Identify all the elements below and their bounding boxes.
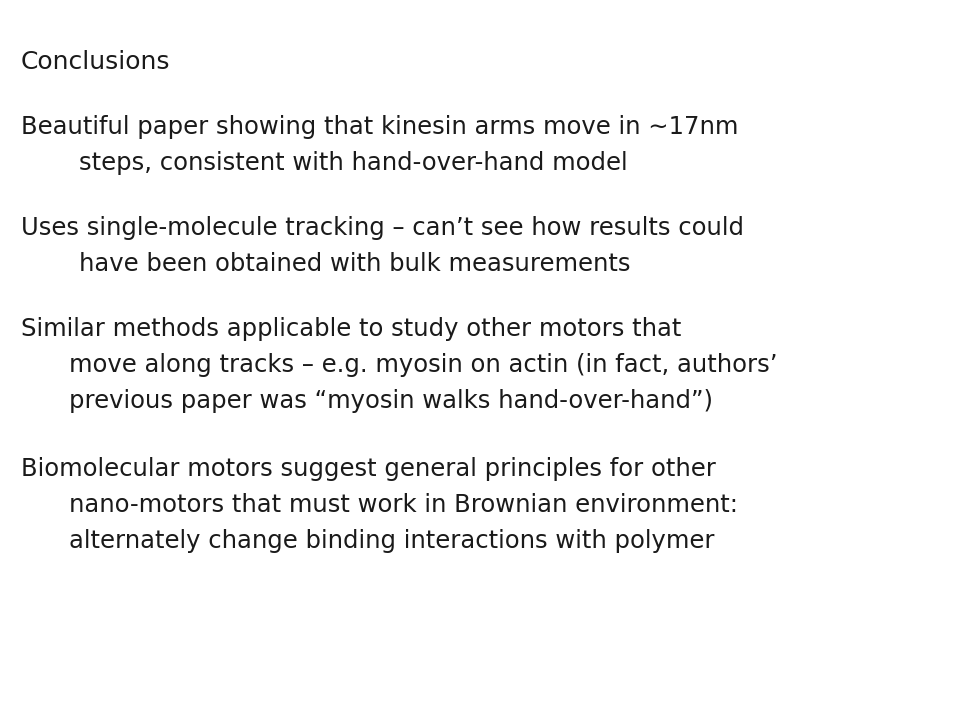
Text: Biomolecular motors suggest general principles for other: Biomolecular motors suggest general prin… bbox=[21, 457, 716, 481]
Text: steps, consistent with hand-over-hand model: steps, consistent with hand-over-hand mo… bbox=[79, 151, 627, 175]
Text: Uses single-molecule tracking – can’t see how results could: Uses single-molecule tracking – can’t se… bbox=[21, 216, 744, 240]
Text: alternately change binding interactions with polymer: alternately change binding interactions … bbox=[69, 529, 714, 553]
Text: nano-motors that must work in Brownian environment:: nano-motors that must work in Brownian e… bbox=[69, 493, 738, 517]
Text: Beautiful paper showing that kinesin arms move in ∼17nm: Beautiful paper showing that kinesin arm… bbox=[21, 115, 738, 139]
Text: Conclusions: Conclusions bbox=[21, 50, 171, 74]
Text: move along tracks – e.g. myosin on actin (in fact, authors’: move along tracks – e.g. myosin on actin… bbox=[69, 353, 778, 377]
Text: have been obtained with bulk measurements: have been obtained with bulk measurement… bbox=[79, 252, 630, 276]
Text: previous paper was “myosin walks hand-over-hand”): previous paper was “myosin walks hand-ov… bbox=[69, 389, 713, 413]
Text: Similar methods applicable to study other motors that: Similar methods applicable to study othe… bbox=[21, 317, 682, 341]
